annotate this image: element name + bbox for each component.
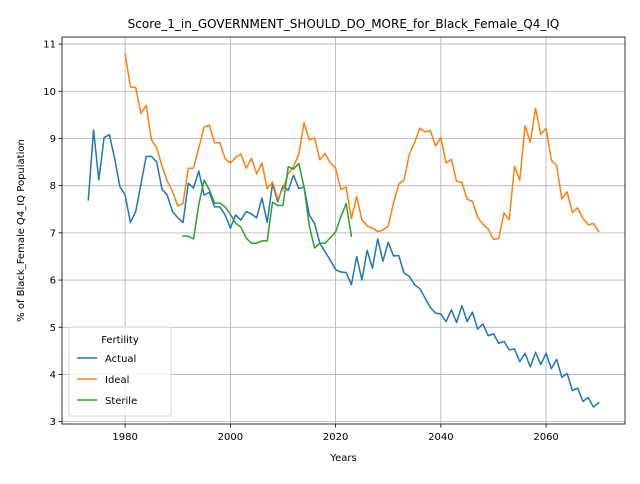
plot-frame (61, 36, 626, 425)
legend-items: Actual Ideal Sterile (77, 354, 137, 407)
x-tick-label: 2000 (218, 432, 243, 443)
y-axis-label: % of Black_Female Q4_IQ Population (16, 139, 27, 322)
y-tick-label: 5 (50, 323, 56, 334)
x-axis-ticks: 1980 2000 2020 2040 2060 (112, 424, 559, 443)
y-tick-label: 4 (50, 370, 56, 381)
chart-title: Score_1_in_GOVERNMENT_SHOULD_DO_MORE_for… (128, 17, 560, 31)
y-tick-label: 3 (50, 417, 56, 428)
series-line-actual (87, 129, 600, 408)
legend-label: Sterile (105, 396, 137, 407)
legend-label: Actual (105, 354, 136, 365)
series-line-sterile (182, 162, 353, 249)
y-tick-label: 11 (43, 40, 56, 51)
y-tick-label: 6 (50, 276, 56, 287)
y-tick-label: 7 (50, 228, 56, 239)
x-tick-label: 2060 (533, 432, 558, 443)
x-tick-label: 2040 (428, 432, 453, 443)
x-tick-label: 2020 (323, 432, 348, 443)
series-line-ideal (124, 52, 600, 241)
legend-box (68, 326, 172, 417)
x-axis-label: Years (329, 453, 356, 464)
y-tick-label: 8 (50, 181, 56, 192)
legend: Fertility Actual Ideal Sterile (68, 326, 172, 417)
legend-title: Fertility (101, 335, 139, 346)
series-lines (87, 52, 600, 408)
legend-label: Ideal (105, 375, 129, 386)
y-axis-ticks: 3 4 5 6 7 8 9 10 11 (43, 40, 62, 428)
y-tick-label: 10 (43, 87, 56, 98)
x-tick-label: 1980 (112, 432, 137, 443)
y-tick-label: 9 (50, 134, 56, 145)
